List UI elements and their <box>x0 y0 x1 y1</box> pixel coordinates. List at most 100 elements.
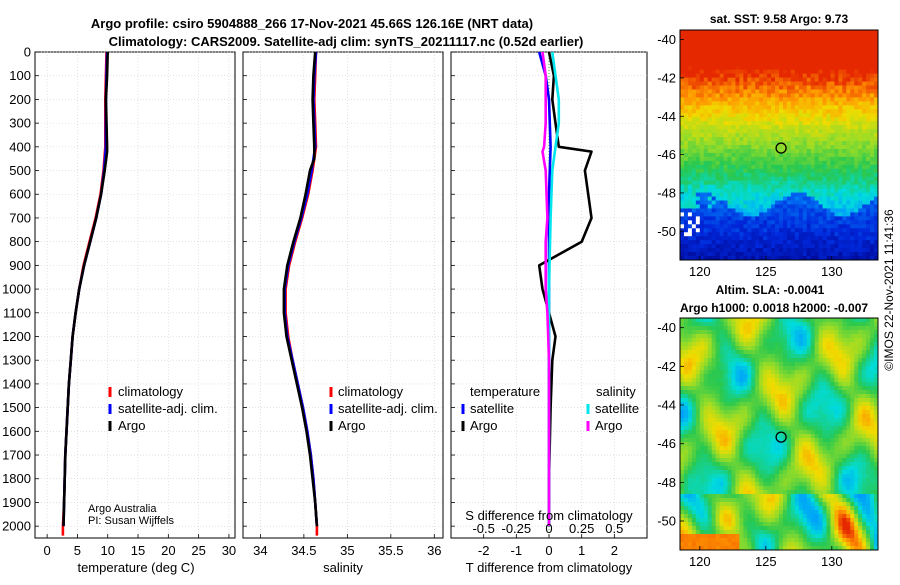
heatmap-cell <box>755 450 759 454</box>
heatmap-cell <box>704 169 708 173</box>
heatmap-cell <box>688 133 692 137</box>
heatmap-cell <box>870 442 874 446</box>
heatmap-cell <box>795 197 799 201</box>
heatmap-cell <box>870 133 874 137</box>
heatmap-cell <box>823 93 827 97</box>
heatmap-cell <box>815 173 819 177</box>
heatmap-cell <box>751 145 755 149</box>
heatmap-cell <box>823 378 827 382</box>
heatmap-cell <box>811 430 815 434</box>
heatmap-cell <box>815 224 819 228</box>
heatmap-cell <box>830 334 834 338</box>
heatmap-cell <box>708 50 712 54</box>
heatmap-cell <box>783 66 787 70</box>
heatmap-cell <box>850 38 854 42</box>
heatmap-cell <box>827 145 831 149</box>
heatmap-cell <box>700 390 704 394</box>
heatmap-cell <box>842 318 846 322</box>
heatmap-cell <box>708 62 712 66</box>
heatmap-cell <box>827 181 831 185</box>
heatmap-cell <box>846 212 850 216</box>
heatmap-cell <box>724 54 728 58</box>
heatmap-cell <box>791 370 795 374</box>
map-y-tick-label: -40 <box>657 32 676 47</box>
heatmap-cell <box>763 374 767 378</box>
heatmap-cell <box>704 38 708 42</box>
heatmap-cell <box>708 358 712 362</box>
heatmap-cell <box>767 406 771 410</box>
heatmap-cell <box>819 322 823 326</box>
heatmap-cell <box>846 358 850 362</box>
heatmap-cell <box>708 338 712 342</box>
heatmap-cell <box>787 410 791 414</box>
heatmap-cell <box>680 173 684 177</box>
heatmap-cell <box>684 442 688 446</box>
heatmap-cell <box>850 46 854 50</box>
heatmap-cell <box>779 42 783 46</box>
heatmap-cell <box>684 322 688 326</box>
heatmap-cell <box>739 434 743 438</box>
heatmap-cell <box>791 322 795 326</box>
heatmap-cell <box>854 46 858 50</box>
heatmap-cell <box>692 62 696 66</box>
heatmap-cell <box>739 450 743 454</box>
heatmap-cell <box>712 366 716 370</box>
heatmap-cell <box>708 66 712 70</box>
heatmap-cell <box>795 121 799 125</box>
heatmap-cell <box>858 454 862 458</box>
heatmap-cell <box>823 386 827 390</box>
heatmap-cell <box>680 462 684 466</box>
heatmap-cell <box>862 370 866 374</box>
heatmap-cell <box>720 248 724 252</box>
heatmap-cell <box>716 181 720 185</box>
heatmap-cell <box>771 458 775 462</box>
heatmap-cell <box>787 422 791 426</box>
heatmap-cell <box>735 326 739 330</box>
heatmap-cell <box>846 224 850 228</box>
heatmap-cell <box>819 208 823 212</box>
heatmap-cell <box>854 193 858 197</box>
heatmap-cell <box>866 157 870 161</box>
heatmap-cell <box>866 334 870 338</box>
heatmap-cell <box>763 232 767 236</box>
heatmap-cell <box>779 350 783 354</box>
heatmap-cell <box>767 212 771 216</box>
heatmap-cell <box>811 326 815 330</box>
heatmap-cell <box>716 402 720 406</box>
heatmap-cell <box>680 105 684 109</box>
heatmap-cell <box>747 54 751 58</box>
heatmap-cell <box>830 113 834 117</box>
heatmap-cell <box>830 438 834 442</box>
heatmap-cell <box>684 109 688 113</box>
heatmap-cell <box>712 101 716 105</box>
heatmap-cell <box>870 454 874 458</box>
heatmap-cell <box>779 113 783 117</box>
heatmap-cell <box>830 458 834 462</box>
heatmap-cell <box>700 50 704 54</box>
heatmap-cell <box>850 402 854 406</box>
heatmap-cell <box>739 318 743 322</box>
heatmap-cell <box>834 165 838 169</box>
heatmap-cell <box>751 232 755 236</box>
heatmap-cell <box>795 125 799 129</box>
heatmap-cell <box>811 244 815 248</box>
heatmap-cell <box>708 374 712 378</box>
heatmap-cell <box>755 414 759 418</box>
heatmap-cell <box>728 101 732 105</box>
heatmap-cell <box>819 406 823 410</box>
heatmap-cell <box>830 62 834 66</box>
heatmap-cell <box>755 350 759 354</box>
heatmap-cell <box>850 366 854 370</box>
heatmap-cell <box>739 181 743 185</box>
heatmap-cell <box>688 125 692 129</box>
heatmap-cell <box>870 30 874 34</box>
heatmap-cell <box>688 169 692 173</box>
heatmap-cell <box>870 318 874 322</box>
heatmap-cell <box>696 125 700 129</box>
heatmap-cell <box>763 89 767 93</box>
heatmap-cell <box>775 46 779 50</box>
heatmap-cell <box>838 30 842 34</box>
heatmap-cell <box>743 153 747 157</box>
heatmap-cell <box>763 358 767 362</box>
heatmap-cell <box>759 228 763 232</box>
